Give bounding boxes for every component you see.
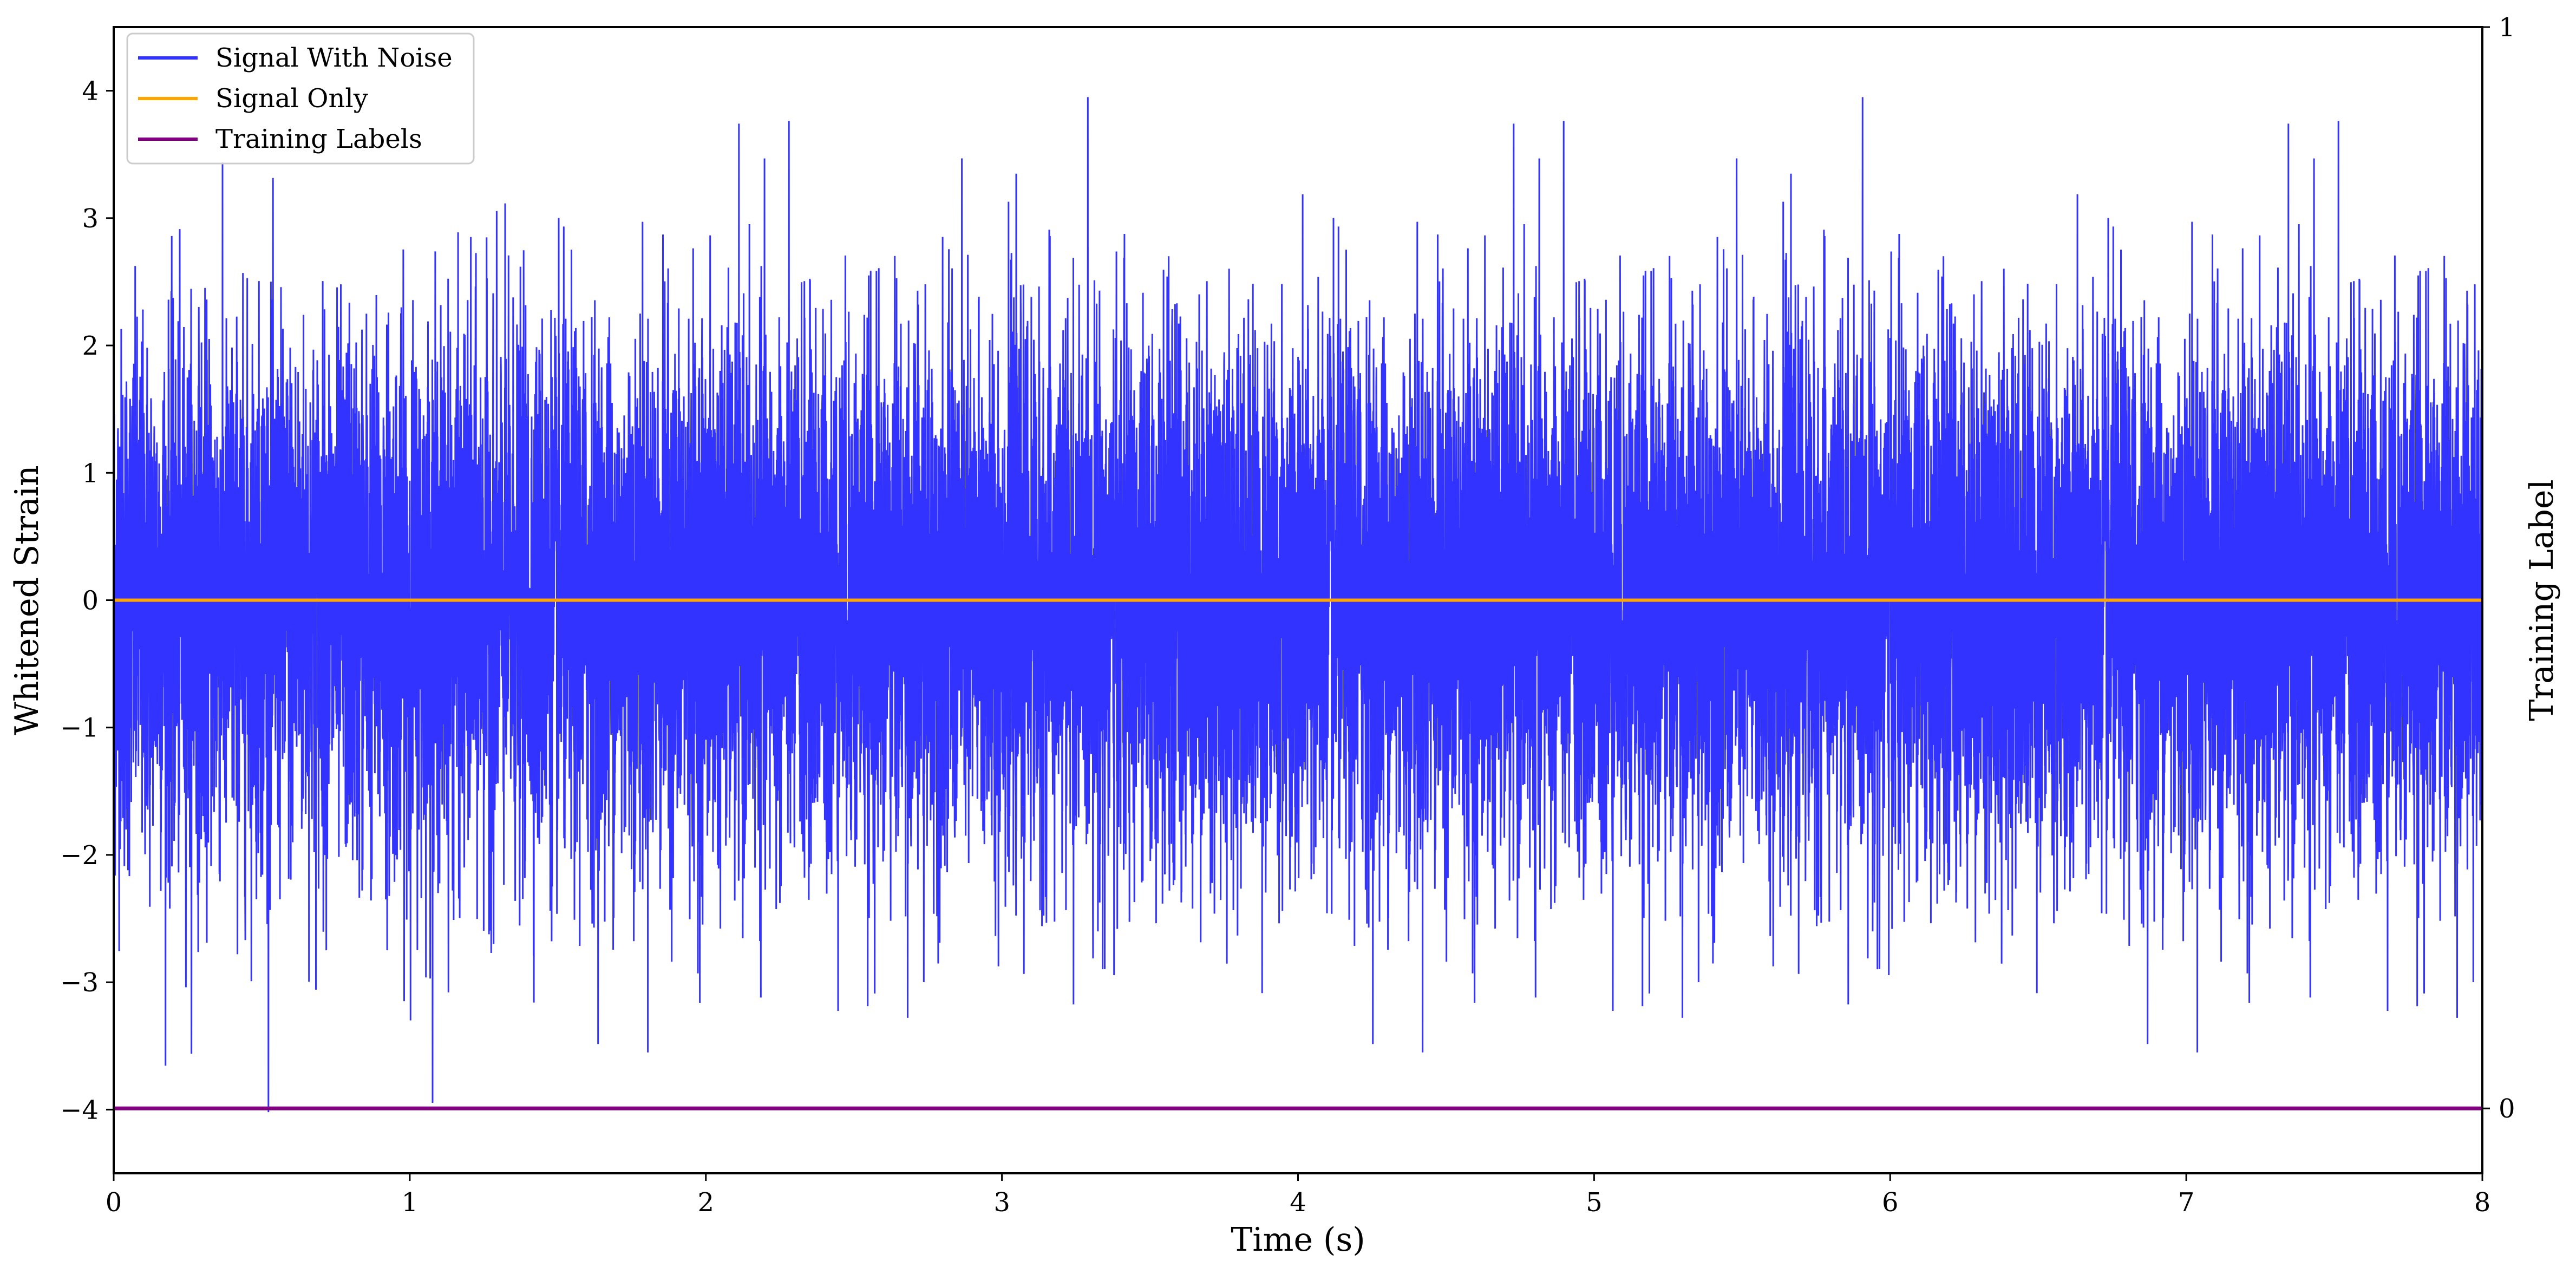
signal-with-noise-line — [113, 97, 2483, 1113]
y2-axis-ticks: 10 — [2482, 12, 2515, 1124]
y-tick-label: 0 — [82, 586, 99, 616]
y-tick-label: 2 — [82, 331, 99, 361]
y-tick-label: 4 — [82, 76, 99, 107]
y-tick-label: 1 — [82, 458, 99, 488]
y2-tick-label: 1 — [2499, 12, 2515, 43]
x-tick-label: 8 — [2474, 1187, 2491, 1218]
y-axis-ticks: 4 3 2 1 0 −1 −2 −3 −4 — [60, 76, 114, 1125]
y2-tick-label: 0 — [2499, 1094, 2515, 1124]
x-axis-ticks: 0 1 2 3 4 5 6 7 8 — [106, 1173, 2491, 1218]
x-tick-label: 1 — [402, 1187, 419, 1218]
x-tick-label: 7 — [2178, 1187, 2195, 1218]
x-axis-label: Time (s) — [1231, 1221, 1365, 1259]
y2-axis-label: Training Label — [2523, 479, 2561, 721]
y-tick-label: −1 — [60, 713, 99, 743]
legend: Signal With Noise Signal Only Training L… — [126, 32, 475, 165]
legend-label-signal-with-noise: Signal With Noise — [215, 43, 453, 73]
signal-with-noise-series — [113, 97, 2483, 1113]
x-tick-label: 0 — [106, 1187, 122, 1218]
y-tick-label: −2 — [60, 840, 99, 871]
y-tick-label: −4 — [60, 1095, 99, 1125]
legend-box — [126, 32, 475, 165]
legend-label-signal-only: Signal Only — [215, 83, 368, 114]
x-tick-label: 3 — [993, 1187, 1010, 1218]
y-tick-label: 3 — [82, 204, 99, 234]
legend-label-training-labels: Training Labels — [215, 124, 422, 154]
x-tick-label: 6 — [1882, 1187, 1899, 1218]
y-tick-label: −3 — [60, 968, 99, 998]
x-tick-label: 2 — [697, 1187, 714, 1218]
x-tick-label: 4 — [1290, 1187, 1306, 1218]
x-tick-label: 5 — [1586, 1187, 1603, 1218]
y-axis-label: Whitened Strain — [8, 465, 46, 735]
